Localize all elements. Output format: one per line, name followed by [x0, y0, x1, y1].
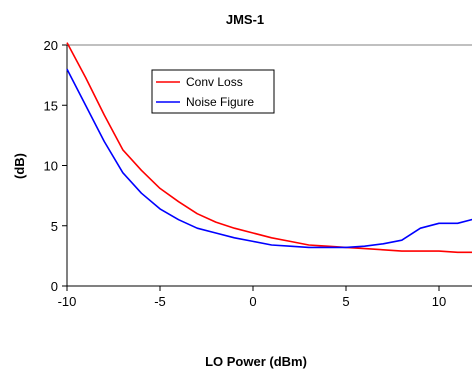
chart-title: JMS-1: [226, 12, 264, 27]
x-tick-label: 10: [432, 294, 446, 309]
y-tick-label: 20: [44, 38, 58, 53]
legend: Conv Loss Noise Figure: [151, 69, 275, 114]
legend-label-conv-loss: Conv Loss: [186, 75, 243, 89]
x-tick-label: -5: [154, 294, 166, 309]
legend-label-noise-figure: Noise Figure: [186, 95, 254, 109]
series-lines: [66, 42, 472, 254]
y-tick-label: 10: [44, 159, 58, 174]
y-axis-title: (dB): [12, 153, 27, 179]
y-axis-ticks: 0 5 10 15 20: [44, 38, 67, 294]
x-axis-title: LO Power (dBm): [205, 354, 307, 369]
x-tick-label: 5: [342, 294, 349, 309]
series-line-noise-figure: [66, 68, 472, 249]
legend-box: [151, 69, 275, 114]
x-axis-ticks: -10 -5 0 5 10: [58, 286, 446, 309]
x-tick-label: -10: [58, 294, 77, 309]
x-tick-label: 0: [249, 294, 256, 309]
y-tick-label: 5: [51, 219, 58, 234]
series-line-conv-loss: [66, 42, 472, 254]
y-tick-label: 15: [44, 98, 58, 113]
y-tick-label: 0: [51, 279, 58, 294]
